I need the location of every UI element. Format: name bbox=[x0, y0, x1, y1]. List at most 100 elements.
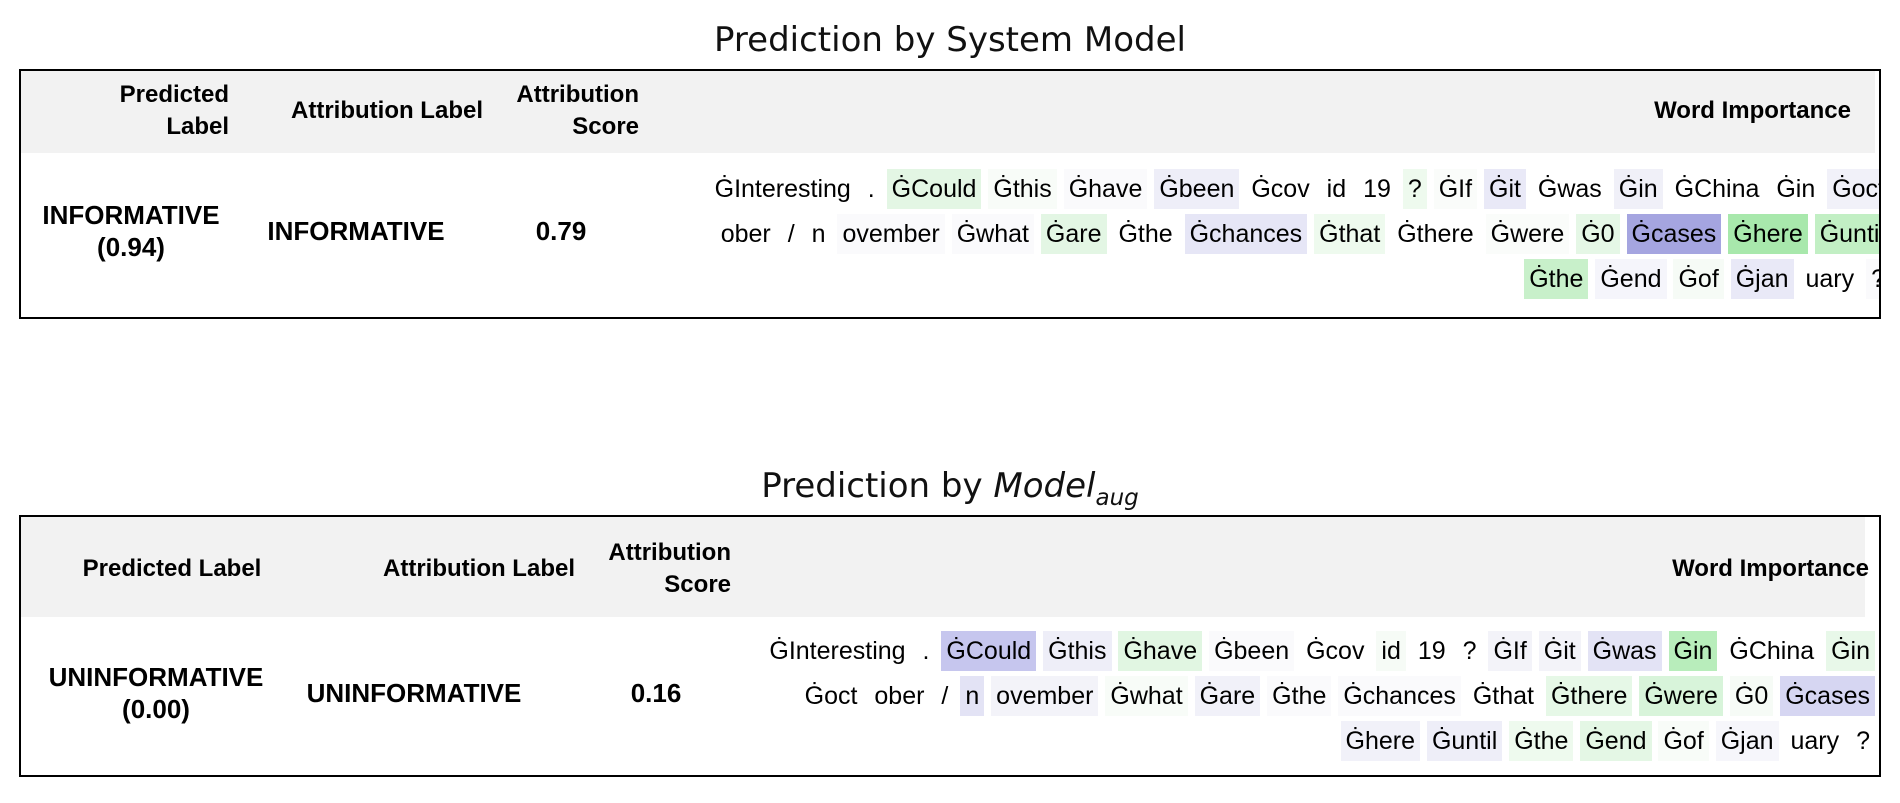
token: Ġchances bbox=[1338, 676, 1461, 716]
token: Ġthere bbox=[1392, 214, 1479, 254]
token: ? bbox=[1457, 631, 1482, 671]
token: Ġthe bbox=[1113, 214, 1178, 254]
token: Ġit bbox=[1538, 631, 1581, 671]
token: ober bbox=[869, 676, 930, 716]
token: Ġend bbox=[1595, 259, 1667, 299]
token: Ġthis bbox=[1043, 631, 1112, 671]
token: Ġend bbox=[1580, 721, 1652, 761]
token: ĠCould bbox=[886, 169, 982, 209]
token: Ġin bbox=[1613, 169, 1663, 209]
token: uary bbox=[1800, 259, 1860, 299]
token: Ġthere bbox=[1545, 676, 1633, 716]
header-predicted-label: Predicted Label bbox=[82, 555, 262, 582]
predicted-label: INFORMATIVE bbox=[42, 200, 220, 230]
attribution-score: 0.16 bbox=[630, 678, 682, 708]
token: Ġhave bbox=[1118, 631, 1203, 671]
predicted-label-cell: INFORMATIVE (0.94) bbox=[29, 199, 233, 263]
token: / bbox=[782, 214, 800, 254]
token: ĠIf bbox=[1488, 631, 1532, 671]
predicted-label: UNINFORMATIVE bbox=[48, 662, 264, 692]
token: Ġcases bbox=[1626, 214, 1722, 254]
token: Ġjan bbox=[1730, 259, 1794, 299]
token: Ġthat bbox=[1314, 214, 1386, 254]
token: Ġjan bbox=[1715, 721, 1779, 761]
token: Ġoct bbox=[799, 676, 863, 716]
header-attribution-label: Attribution Label bbox=[291, 97, 483, 124]
token: Ġhere bbox=[1340, 721, 1420, 761]
token: Ġthis bbox=[988, 169, 1057, 209]
token: Ġcov bbox=[1246, 169, 1315, 209]
token: Ġhere bbox=[1728, 214, 1808, 254]
panel-1-header-row: Predicted Label Attribution Label Attrib… bbox=[21, 71, 1875, 153]
token: Ġit bbox=[1484, 169, 1526, 209]
token: Ġchances bbox=[1184, 214, 1308, 254]
token: uary bbox=[1785, 721, 1845, 761]
token: Ġin bbox=[1826, 631, 1875, 671]
token: Ġoct bbox=[1827, 169, 1879, 209]
token: ober bbox=[715, 214, 776, 254]
token: n bbox=[806, 214, 831, 254]
word-importance-tokens: ĠInteresting . ĠCould Ġthis Ġhave Ġbeen … bbox=[761, 629, 1875, 764]
token: Ġbeen bbox=[1154, 169, 1240, 209]
token: ĠIf bbox=[1433, 169, 1478, 209]
header-predicted-label: Predicted Label bbox=[119, 81, 229, 140]
header-attribution-score: Attribution Score bbox=[608, 539, 731, 598]
token: ĠInteresting bbox=[709, 169, 856, 209]
token: ? bbox=[1402, 169, 1427, 209]
panel-2-data-row: UNINFORMATIVE (0.00) UNINFORMATIVE 0.16 … bbox=[21, 617, 1875, 775]
panel-1-title: Prediction by System Model bbox=[0, 20, 1900, 60]
token: ovember bbox=[991, 676, 1099, 716]
token: Ġbeen bbox=[1209, 631, 1295, 671]
token: Ġthe bbox=[1524, 259, 1589, 299]
panel-2-title-model: Model bbox=[993, 466, 1096, 506]
token: Ġwere bbox=[1485, 214, 1570, 254]
header-attribution-label: Attribution Label bbox=[383, 555, 575, 582]
token: Ġwhat bbox=[1105, 676, 1188, 716]
token: 19 bbox=[1412, 631, 1451, 671]
panel-2-title-subscript: aug bbox=[1095, 485, 1139, 511]
token: Ġin bbox=[1771, 169, 1821, 209]
token: Ġwas bbox=[1532, 169, 1607, 209]
token: id bbox=[1321, 169, 1352, 209]
panel-2-table: Predicted Label Attribution Label Attrib… bbox=[19, 515, 1881, 777]
predicted-probability: (0.00) bbox=[122, 694, 190, 724]
token: Ġhave bbox=[1063, 169, 1148, 209]
token: Ġare bbox=[1194, 676, 1261, 716]
token: n bbox=[960, 676, 985, 716]
token: ĠInteresting bbox=[764, 631, 911, 671]
panel-2-header-row: Predicted Label Attribution Label Attrib… bbox=[21, 517, 1869, 617]
predicted-probability: (0.94) bbox=[97, 232, 165, 262]
panel-1-table: Predicted Label Attribution Label Attrib… bbox=[19, 69, 1881, 319]
token: Ġthat bbox=[1467, 676, 1539, 716]
panel-1-title-model: System Model bbox=[946, 20, 1186, 60]
header-word-importance: Word Importance bbox=[1672, 555, 1869, 582]
token: Ġwas bbox=[1587, 631, 1662, 671]
token: . bbox=[917, 631, 935, 671]
token: Ġcases bbox=[1780, 676, 1875, 716]
token: ĠChina bbox=[1669, 169, 1765, 209]
token: Ġin bbox=[1668, 631, 1718, 671]
token: Ġ0 bbox=[1576, 214, 1620, 254]
word-importance-tokens: ĠInteresting . ĠCould Ġthis Ġhave Ġbeen … bbox=[661, 167, 1879, 302]
panel-1-data-row: INFORMATIVE (0.94) INFORMATIVE 0.79 ĠInt… bbox=[21, 153, 1879, 317]
header-word-importance: Word Importance bbox=[1654, 97, 1851, 124]
token: ĠChina bbox=[1724, 631, 1820, 671]
token: 19 bbox=[1358, 169, 1396, 209]
panel-2-title: Prediction by Modelaug bbox=[0, 466, 1900, 510]
token: Ġof bbox=[1673, 259, 1724, 299]
token: ĠCould bbox=[941, 631, 1037, 671]
token: Ġwere bbox=[1639, 676, 1723, 716]
token: Ġof bbox=[1658, 721, 1709, 761]
token: / bbox=[936, 676, 954, 716]
token: id bbox=[1376, 631, 1406, 671]
attribution-label: INFORMATIVE bbox=[267, 216, 445, 246]
token: Ġwhat bbox=[951, 214, 1034, 254]
token: ? bbox=[1866, 259, 1879, 299]
token: ovember bbox=[837, 214, 945, 254]
token: Ġthe bbox=[1267, 676, 1332, 716]
token: . bbox=[862, 169, 880, 209]
attribution-score: 0.79 bbox=[535, 216, 587, 246]
attribution-label: UNINFORMATIVE bbox=[306, 678, 522, 708]
token: Ġuntil bbox=[1426, 721, 1503, 761]
token: Ġare bbox=[1040, 214, 1107, 254]
